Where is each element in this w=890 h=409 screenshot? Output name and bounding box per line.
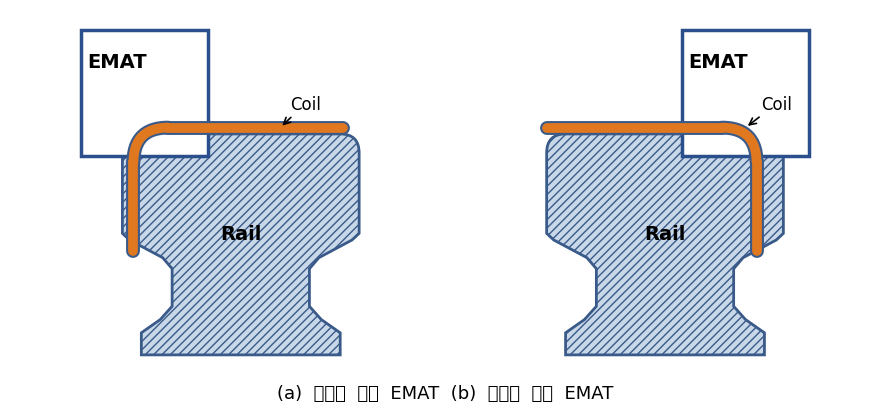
FancyBboxPatch shape: [683, 31, 809, 157]
FancyBboxPatch shape: [81, 31, 207, 157]
PathPatch shape: [546, 135, 783, 355]
PathPatch shape: [123, 135, 360, 355]
Text: Rail: Rail: [220, 224, 262, 243]
Text: EMAT: EMAT: [88, 53, 148, 72]
Text: Coil: Coil: [284, 95, 320, 125]
Text: Coil: Coil: [749, 95, 792, 126]
Text: Rail: Rail: [644, 224, 685, 243]
Text: (a)  초음파  발생  EMAT  (b)  초음파  수신  EMAT: (a) 초음파 발생 EMAT (b) 초음파 수신 EMAT: [277, 384, 613, 402]
Text: EMAT: EMAT: [689, 53, 748, 72]
